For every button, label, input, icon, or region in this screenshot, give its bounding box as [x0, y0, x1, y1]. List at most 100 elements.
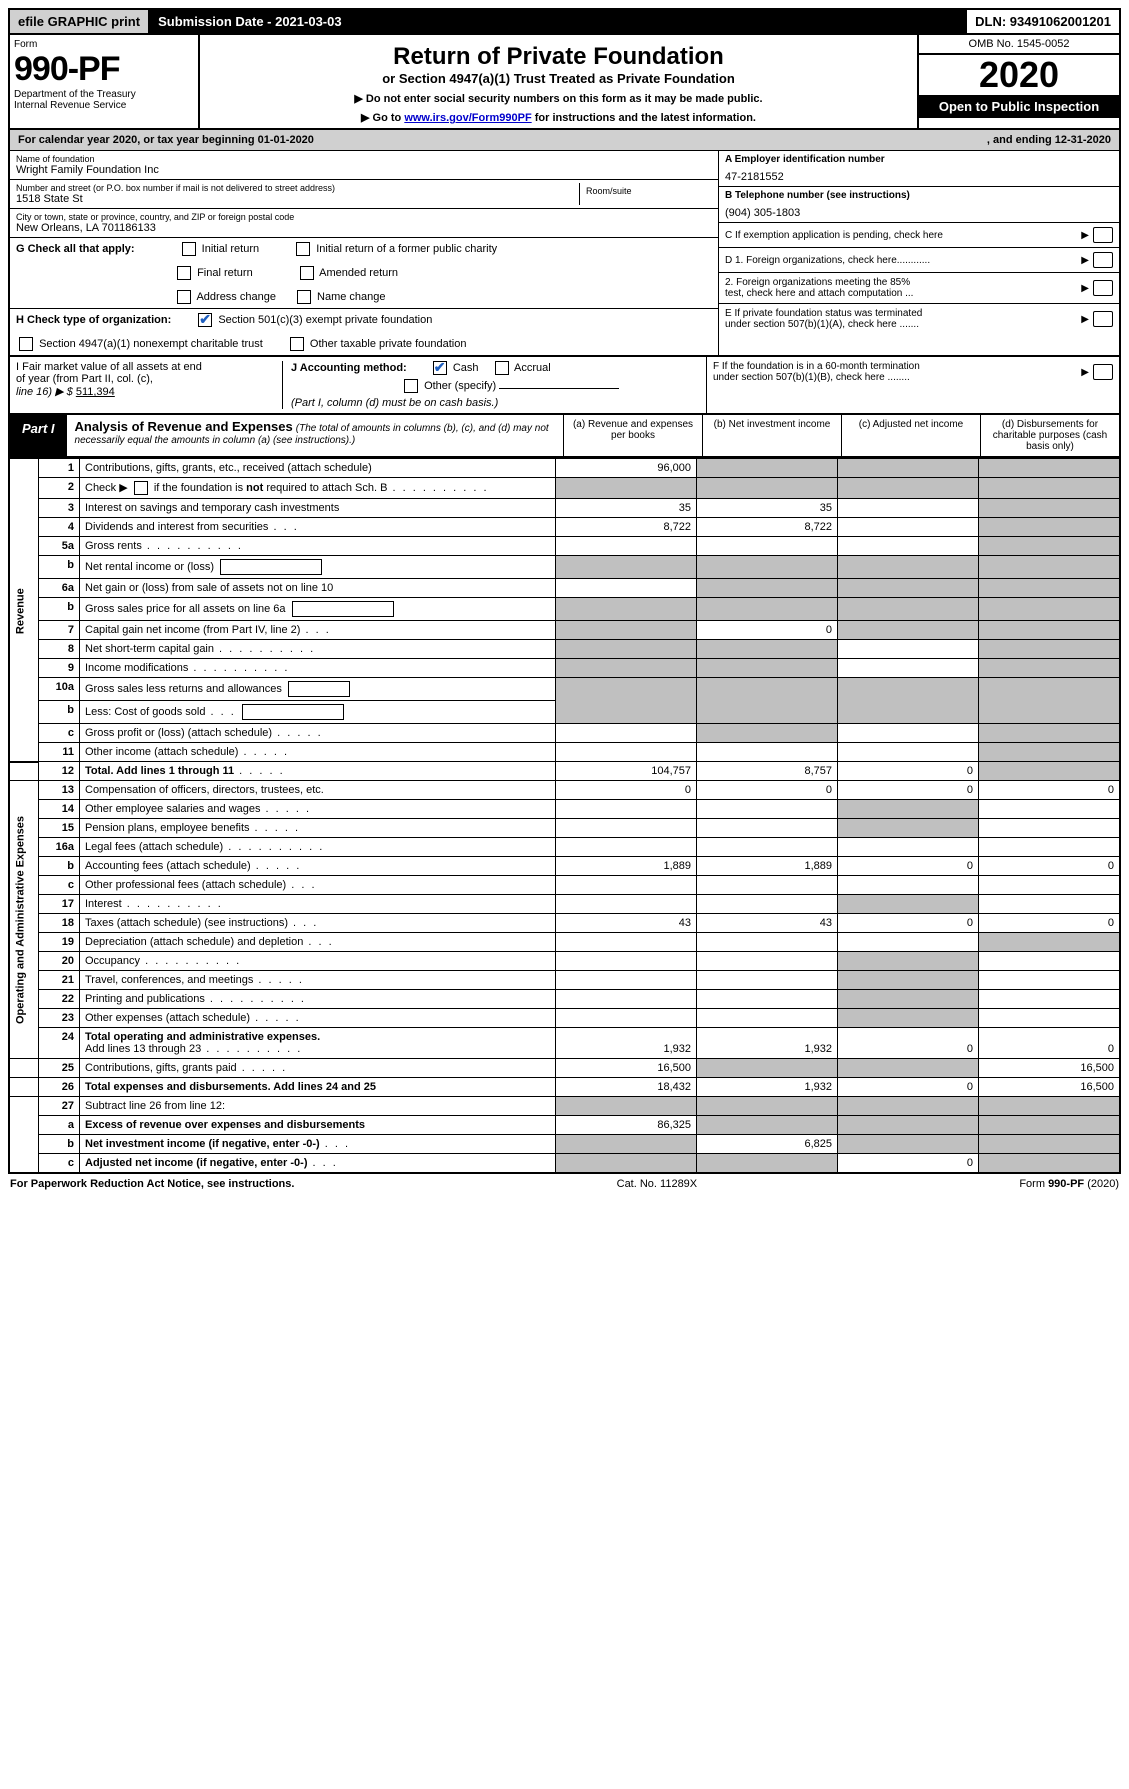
r25-a: 16,500: [556, 1059, 697, 1078]
e-label-1: E If private foundation status was termi…: [725, 308, 922, 319]
row-10a: 10a Gross sales less returns and allowan…: [9, 678, 1120, 701]
name-label: Name of foundation: [16, 154, 712, 164]
r27a-desc: Excess of revenue over expenses and disb…: [80, 1116, 556, 1135]
r1-c: [838, 459, 979, 478]
r1-d: [979, 459, 1121, 478]
top-bar: efile GRAPHIC print Submission Date - 20…: [8, 8, 1121, 35]
efile-label: efile GRAPHIC print: [10, 10, 150, 33]
dept-irs: Internal Revenue Service: [14, 100, 194, 111]
r4-num: 4: [39, 518, 80, 537]
r2-pre: Check ▶: [85, 482, 131, 494]
chk-e[interactable]: [1093, 311, 1113, 327]
r9-a: [556, 659, 697, 678]
col-a-head: (a) Revenue and expenses per books: [563, 415, 702, 456]
dept-treasury: Department of the Treasury: [14, 89, 194, 100]
arrow-icon: [1081, 230, 1089, 241]
r4-d: [979, 518, 1121, 537]
chk-cash[interactable]: [433, 361, 447, 375]
r10a-a: [556, 678, 697, 724]
row-4: 4 Dividends and interest from securities…: [9, 518, 1120, 537]
r5b-c: [838, 556, 979, 579]
chk-initial-return[interactable]: [182, 242, 196, 256]
chk-d1[interactable]: [1093, 252, 1113, 268]
r5a-desc: Gross rents: [80, 537, 556, 556]
r18-c: 0: [838, 914, 979, 933]
r10c-b: [697, 724, 838, 743]
lbl-501c3: Section 501(c)(3) exempt private foundat…: [218, 314, 432, 326]
inline-box: [242, 704, 344, 720]
j-label: J Accounting method:: [291, 362, 407, 374]
inline-box: [288, 681, 350, 697]
r27-spacer: [9, 1097, 39, 1174]
r27b-num: b: [39, 1135, 80, 1154]
r27a-a: 86,325: [556, 1116, 697, 1135]
r26-a: 18,432: [556, 1078, 697, 1097]
h-label: H Check type of organization:: [16, 314, 171, 326]
r10a-b: [697, 678, 838, 724]
ein-value: 47-2181552: [725, 171, 1113, 183]
chk-amended[interactable]: [300, 266, 314, 280]
r7-desc: Capital gain net income (from Part IV, l…: [80, 621, 556, 640]
chk-accrual[interactable]: [495, 361, 509, 375]
r5a-d: [979, 537, 1121, 556]
r6b-desc: Gross sales price for all assets on line…: [80, 598, 556, 621]
chk-f[interactable]: [1093, 364, 1113, 380]
r8-a: [556, 640, 697, 659]
chk-name-change[interactable]: [297, 290, 311, 304]
chk-initial-former[interactable]: [296, 242, 310, 256]
i-line16: line 16) ▶ $: [16, 386, 73, 398]
form-word: Form: [14, 39, 194, 50]
r10a-d: [979, 678, 1121, 724]
r3-a: 35: [556, 499, 697, 518]
r5a-a: [556, 537, 697, 556]
city-cell: City or town, state or province, country…: [10, 209, 718, 238]
row-6a: 6a Net gain or (loss) from sale of asset…: [9, 579, 1120, 598]
chk-other-taxable[interactable]: [290, 337, 304, 351]
row-21: 21Travel, conferences, and meetings: [9, 971, 1120, 990]
chk-501c3[interactable]: [198, 313, 212, 327]
room-label: Room/suite: [586, 186, 706, 196]
street-address: 1518 State St: [16, 193, 579, 205]
r5b-desc: Net rental income or (loss): [80, 556, 556, 579]
r4-desc: Dividends and interest from securities: [80, 518, 556, 537]
r13-c: 0: [838, 781, 979, 800]
r1-b: [697, 459, 838, 478]
i-label-1: I Fair market value of all assets at end: [16, 361, 276, 373]
part1-header: Part I Analysis of Revenue and Expenses …: [8, 415, 1121, 458]
fmv-value: 511,394: [76, 386, 115, 398]
r24-num: 24: [39, 1028, 80, 1059]
r11-num: 11: [39, 743, 80, 762]
i-label-3: line 16) ▶ $ 511,394: [16, 385, 276, 398]
r22-desc: Printing and publications: [80, 990, 556, 1009]
row-13: Operating and Administrative Expenses 13…: [9, 781, 1120, 800]
calendar-year-row: For calendar year 2020, or tax year begi…: [8, 130, 1121, 150]
phone-cell: B Telephone number (see instructions) (9…: [719, 187, 1119, 223]
chk-addr-change[interactable]: [177, 290, 191, 304]
r6a-desc: Net gain or (loss) from sale of assets n…: [80, 579, 556, 598]
cal-year-begin: For calendar year 2020, or tax year begi…: [18, 134, 314, 146]
r18-d: 0: [979, 914, 1121, 933]
dln: DLN: 93491062001201: [967, 10, 1119, 33]
r25-num: 25: [39, 1059, 80, 1078]
chk-final-return[interactable]: [177, 266, 191, 280]
r6a-num: 6a: [39, 579, 80, 598]
irs-link[interactable]: www.irs.gov/Form990PF: [404, 112, 531, 124]
r6a-b: [697, 579, 838, 598]
row-22: 22Printing and publications: [9, 990, 1120, 1009]
omb-number: OMB No. 1545-0052: [919, 35, 1119, 55]
chk-c[interactable]: [1093, 227, 1113, 243]
chk-other-method[interactable]: [404, 379, 418, 393]
open-public: Open to Public Inspection: [919, 95, 1119, 118]
r2-d: [979, 478, 1121, 499]
row-23: 23Other expenses (attach schedule): [9, 1009, 1120, 1028]
chk-d2[interactable]: [1093, 280, 1113, 296]
part1-title-cell: Analysis of Revenue and Expenses (The to…: [67, 415, 563, 456]
chk-sch-b[interactable]: [134, 481, 148, 495]
note-link-post: for instructions and the latest informat…: [532, 112, 756, 124]
r3-b: 35: [697, 499, 838, 518]
chk-4947[interactable]: [19, 337, 33, 351]
r16b-a: 1,889: [556, 857, 697, 876]
row-27c: c Adjusted net income (if negative, ente…: [9, 1154, 1120, 1174]
r14-desc: Other employee salaries and wages: [80, 800, 556, 819]
row-16c: cOther professional fees (attach schedul…: [9, 876, 1120, 895]
